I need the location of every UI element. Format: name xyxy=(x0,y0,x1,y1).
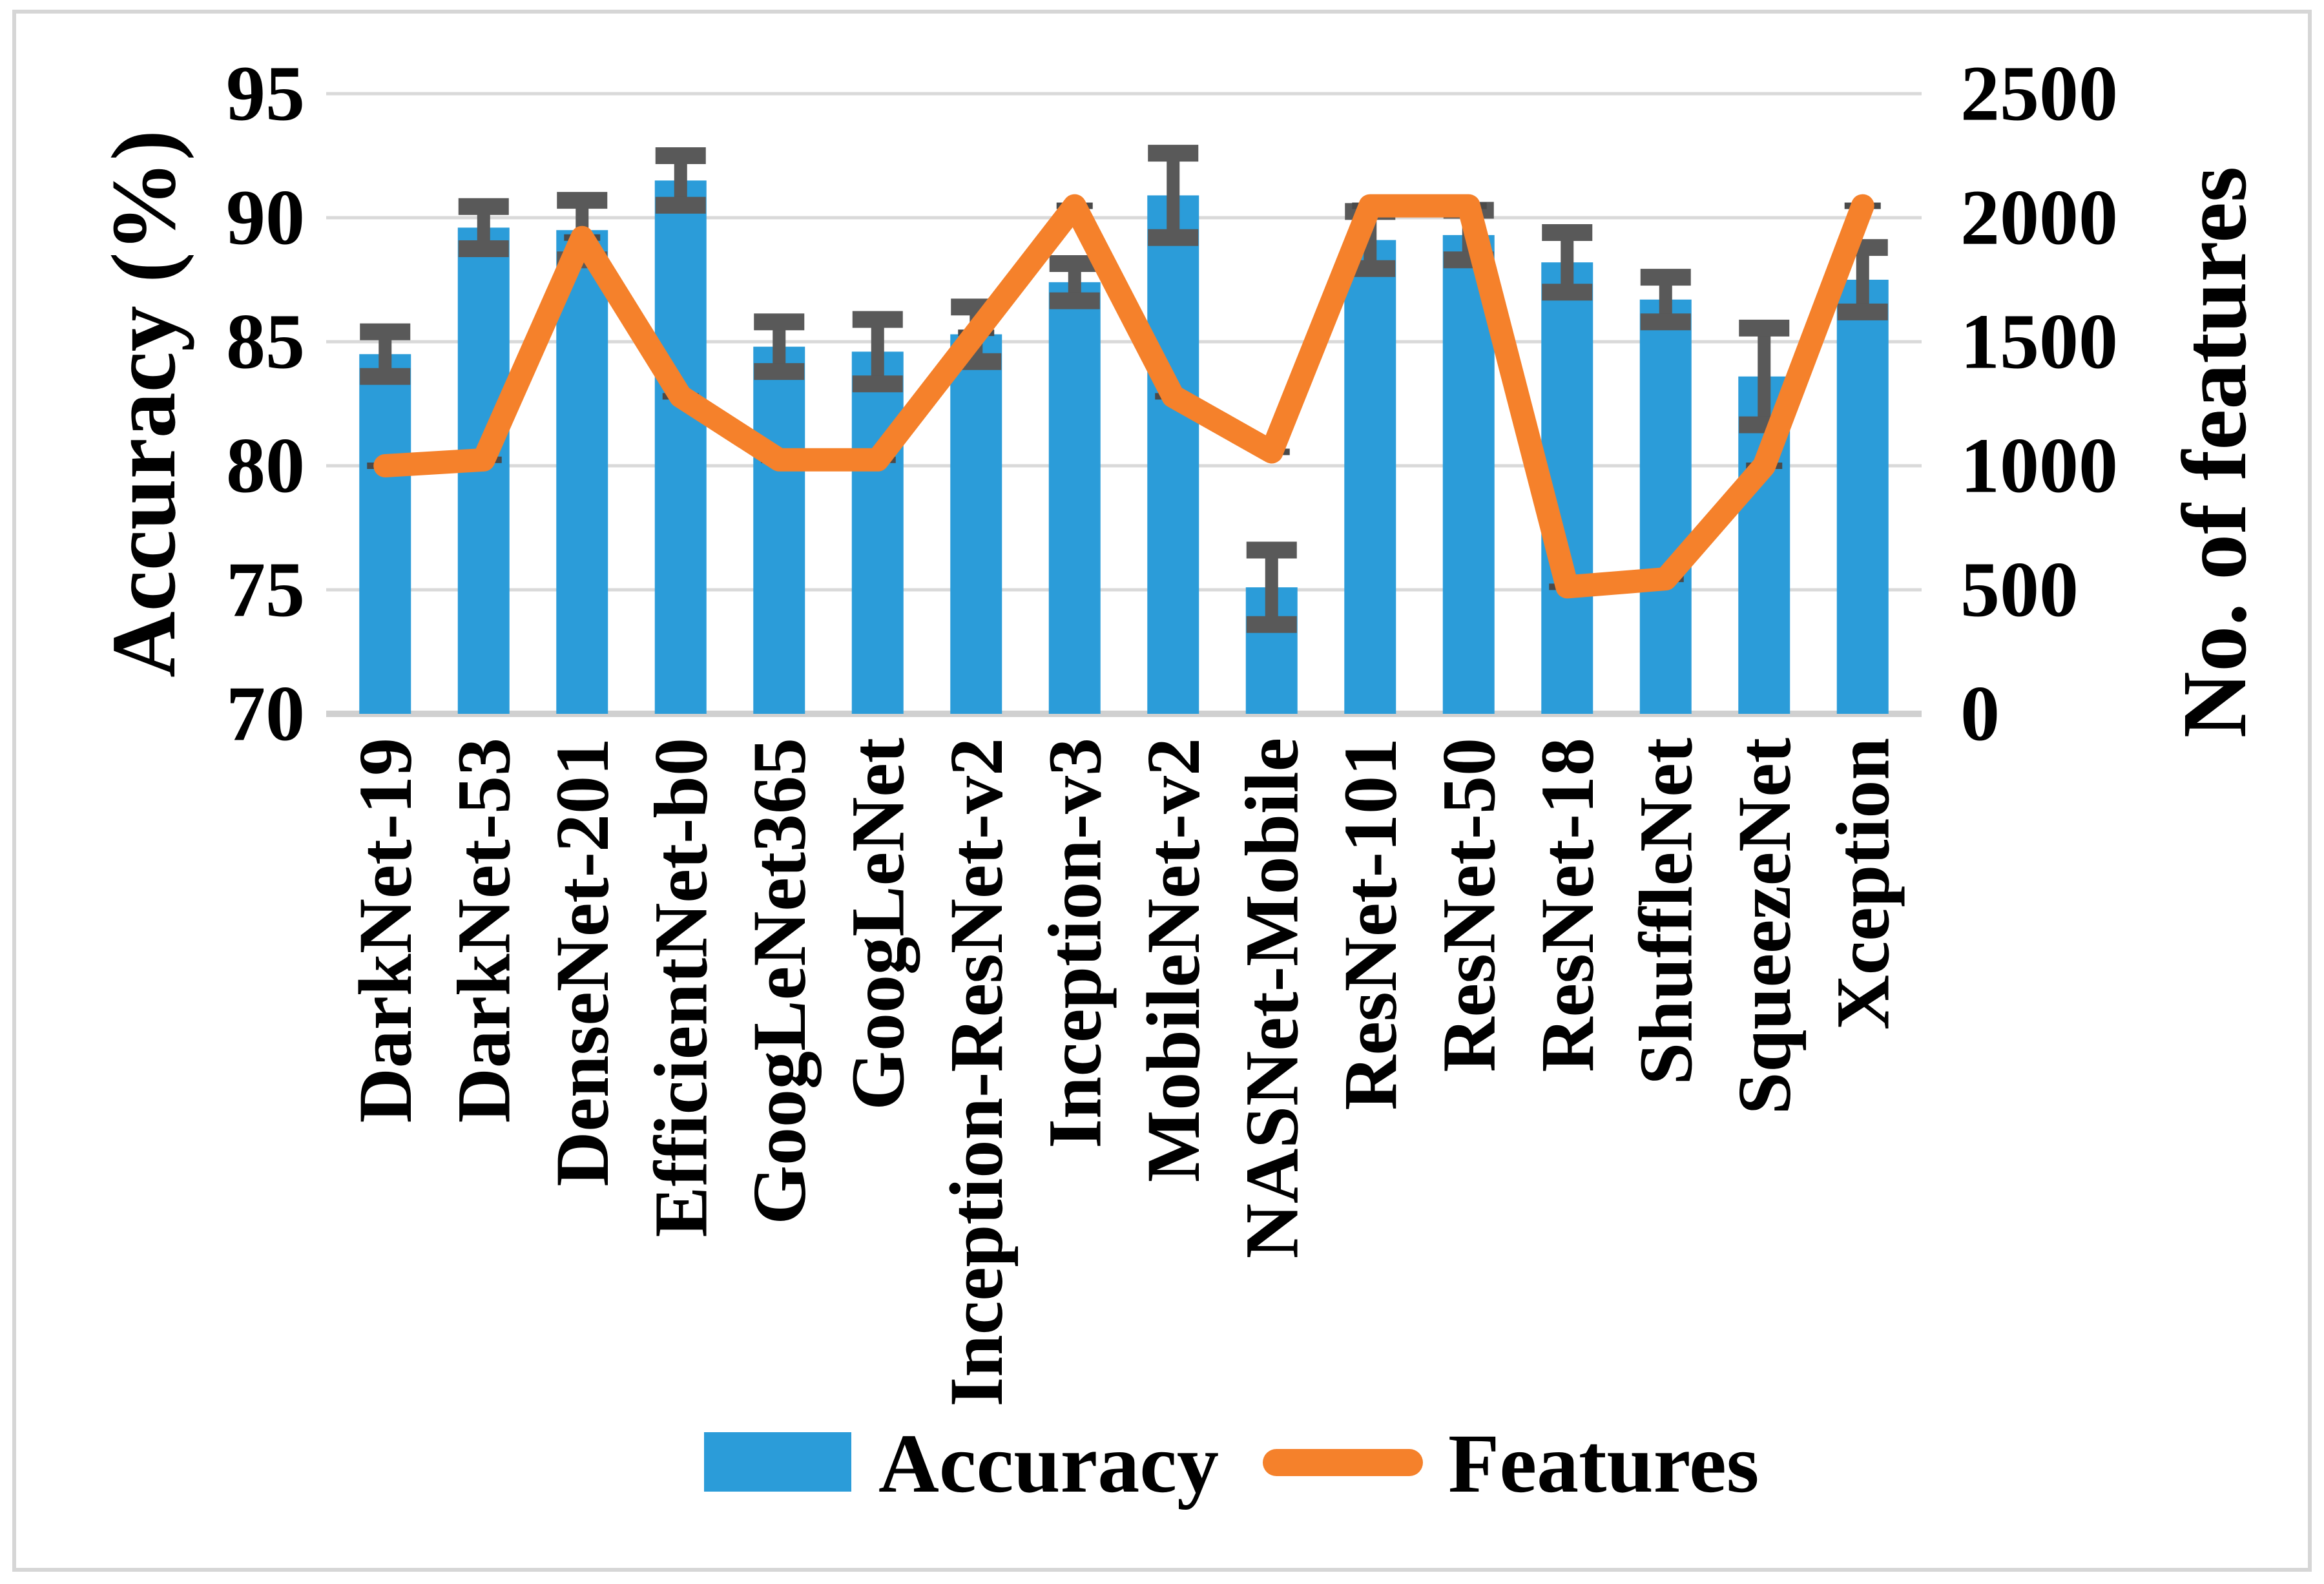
accuracy-bar xyxy=(654,180,707,714)
right-axis-tick-label: 500 xyxy=(1960,547,2079,634)
features-line xyxy=(373,194,1874,599)
legend-features-swatch xyxy=(1263,1449,1423,1476)
left-axis-tick-label: 95 xyxy=(226,50,305,138)
right-axis-tick-label: 2000 xyxy=(1960,174,2118,262)
category-label: GoogLeNet xyxy=(835,738,920,1110)
accuracy-bar xyxy=(359,354,411,714)
left-axis-tick-label: 80 xyxy=(226,422,305,510)
accuracy-bar xyxy=(556,230,608,714)
category-label: ResNet-18 xyxy=(1525,738,1610,1072)
legend: Accuracy Features xyxy=(704,1417,1759,1510)
left-axis-title: Accuracy (%) xyxy=(92,130,194,678)
right-axis-tick-label: 0 xyxy=(1960,671,2000,758)
category-label: Inception-ResNet-v2 xyxy=(934,738,1019,1407)
legend-accuracy-label: Accuracy xyxy=(878,1417,1219,1510)
category-label: Inception-v3 xyxy=(1032,738,1117,1149)
right-axis-tick-label: 2500 xyxy=(1960,50,2118,138)
category-label: NASNet-Mobile xyxy=(1229,738,1314,1258)
category-label: Xception xyxy=(1820,738,1905,1030)
category-label: DarkNet-19 xyxy=(343,738,428,1123)
category-label: MobileNet-v2 xyxy=(1131,738,1216,1182)
legend-accuracy-swatch xyxy=(704,1432,851,1492)
legend-features-label: Features xyxy=(1448,1417,1759,1510)
accuracy-bar xyxy=(851,351,904,714)
category-label: SqueezeNet xyxy=(1722,738,1807,1114)
accuracy-bar xyxy=(1639,299,1692,714)
accuracy-bar xyxy=(1048,282,1101,714)
accuracy-bar xyxy=(1836,280,1889,714)
category-label: ResNet-101 xyxy=(1328,738,1413,1110)
plot-area: 95 90 85 80 75 70 2500 2000 1500 1000 500 0 DarkNet-… xyxy=(226,50,2118,1407)
left-axis-tick-label: 70 xyxy=(226,671,305,758)
category-label: DenseNet-201 xyxy=(540,738,625,1187)
left-axis-tick-label: 75 xyxy=(226,547,305,634)
accuracy-bar xyxy=(1147,195,1199,714)
right-axis-title: No. of features xyxy=(2163,167,2265,738)
left-axis-tick-label: 90 xyxy=(226,174,305,262)
left-axis-tick-label: 85 xyxy=(226,298,305,386)
category-label: GoogLeNet365 xyxy=(737,738,822,1225)
category-label: DarkNet-53 xyxy=(441,738,526,1123)
category-label: ResNet-50 xyxy=(1426,738,1511,1072)
right-axis-tick-label: 1000 xyxy=(1960,422,2118,510)
accuracy-bar xyxy=(753,346,805,714)
figure-border xyxy=(12,10,2312,1572)
accuracy-bar xyxy=(950,334,1002,714)
right-axis-tick-label: 1500 xyxy=(1960,298,2118,386)
category-label: ShuffleNet xyxy=(1623,738,1708,1085)
category-label: EfficientNet-b0 xyxy=(638,738,723,1237)
accuracy-bar xyxy=(1344,240,1396,714)
